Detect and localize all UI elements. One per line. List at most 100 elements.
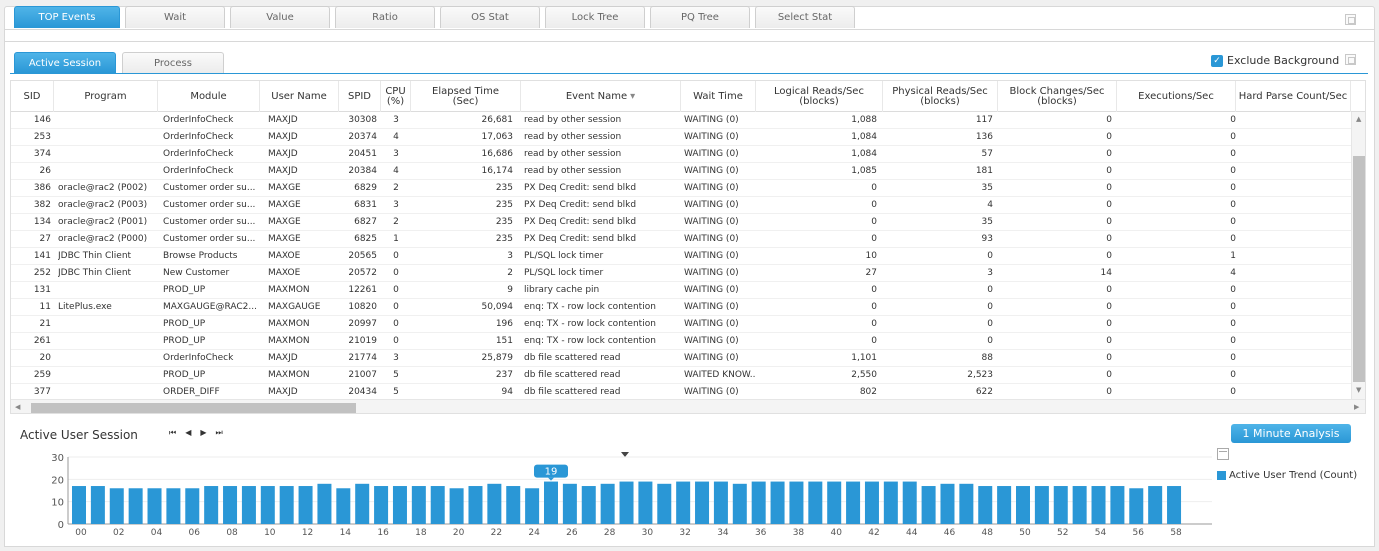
table-row[interactable]: 261 PROD_UP MAXMON 21019 0 151 enq: TX - row l… [11, 333, 1351, 350]
chart-bar[interactable] [751, 481, 766, 524]
table-row[interactable]: 11 LitePlus.exe MAXGAUGE@RAC2... MAXGAUGE 10… [11, 299, 1351, 316]
chart-bar[interactable] [487, 483, 502, 524]
chart-bar[interactable] [940, 483, 955, 524]
chart-bar[interactable] [374, 486, 389, 524]
tab-value[interactable]: Value [230, 6, 330, 28]
chart-bar[interactable] [72, 486, 86, 524]
scroll-right-icon[interactable]: ▶ [1354, 403, 1360, 411]
table-row[interactable]: 21 PROD_UP MAXMON 20997 0 196 enq: TX - row lo… [11, 316, 1351, 333]
chart-bar[interactable] [525, 488, 540, 524]
col-header-program[interactable]: Program [54, 81, 158, 112]
col-header-executions[interactable]: Executions/Sec [1117, 81, 1236, 112]
exclude-background-checkbox[interactable]: ✓ Exclude Background [1211, 54, 1339, 67]
tab-lock-tree[interactable]: Lock Tree [545, 6, 645, 28]
chart-bar[interactable] [1053, 486, 1068, 524]
horizontal-scroll-thumb[interactable] [31, 403, 356, 413]
chart-bar[interactable] [921, 486, 936, 524]
chart-bar[interactable] [1167, 486, 1182, 524]
chart-bar[interactable] [1110, 486, 1125, 524]
chart-bar[interactable] [185, 488, 200, 524]
chart-bar[interactable] [732, 483, 747, 524]
panel-maximize-icon[interactable] [1345, 54, 1356, 65]
table-row[interactable]: 131 PROD_UP MAXMON 12261 0 9 library cache pin… [11, 282, 1351, 299]
chart-bar[interactable] [317, 483, 332, 524]
chart-bar[interactable] [506, 486, 521, 524]
table-row[interactable]: 386 oracle@rac2 (P002) Customer order su..… [11, 180, 1351, 197]
chart-bar[interactable] [657, 483, 672, 524]
chart-bar[interactable] [676, 481, 691, 524]
chart-bar[interactable] [695, 481, 710, 524]
col-header-physical-reads[interactable]: Physical Reads/Sec (blocks) [883, 81, 998, 112]
chart-bar[interactable] [883, 481, 898, 524]
calendar-icon[interactable] [1217, 448, 1229, 460]
tab-top-events[interactable]: TOP Events [14, 6, 120, 28]
chart-bar[interactable] [619, 481, 634, 524]
prev-page-icon[interactable]: ◀ [185, 428, 192, 437]
chart-bar[interactable] [355, 483, 370, 524]
first-page-icon[interactable]: ⏮ [169, 428, 177, 437]
table-row[interactable]: 141 JDBC Thin Client Browse Products MAXOE 2… [11, 248, 1351, 265]
chart-bar[interactable] [223, 486, 238, 524]
table-row[interactable]: 26 OrderInfoCheck MAXJD 20384 4 16,174 read by… [11, 163, 1351, 180]
chart-bar[interactable] [713, 481, 728, 524]
col-header-cpu[interactable]: CPU (%) [381, 81, 411, 112]
table-row[interactable]: 382 oracle@rac2 (P003) Customer order su..… [11, 197, 1351, 214]
chart-bar[interactable] [1016, 486, 1030, 524]
chart-bar[interactable] [581, 486, 596, 524]
maximize-icon[interactable] [1345, 14, 1356, 25]
tab-wait[interactable]: Wait [125, 6, 225, 28]
col-header-spid[interactable]: SPID [339, 81, 381, 112]
chart-bar[interactable] [997, 486, 1012, 524]
scroll-left-icon[interactable]: ◀ [15, 403, 21, 411]
table-row[interactable]: 27 oracle@rac2 (P000) Customer order su...… [11, 231, 1351, 248]
chart-bar[interactable] [411, 486, 426, 524]
chart-bar[interactable] [430, 486, 445, 524]
subtab-active-session[interactable]: Active Session [14, 52, 116, 73]
table-row[interactable]: 253 OrderInfoCheck MAXJD 20374 4 17,063 read b… [11, 129, 1351, 146]
table-row[interactable]: 134 oracle@rac2 (P001) Customer order su..… [11, 214, 1351, 231]
chart-bar[interactable] [562, 483, 577, 524]
chart-bar[interactable] [109, 488, 124, 524]
col-header-elapsed-time[interactable]: Elapsed Time (Sec) [411, 81, 521, 112]
col-header-sid[interactable]: SID [11, 81, 54, 112]
chart-bar[interactable] [147, 488, 162, 524]
chart-bar[interactable] [1091, 486, 1106, 524]
chart-bar[interactable] [241, 486, 256, 524]
tab-select-stat[interactable]: Select Stat [755, 6, 855, 28]
vertical-scrollbar[interactable]: ▲ ▼ [1351, 112, 1365, 399]
chart-bar[interactable] [600, 483, 615, 524]
chart-bar[interactable] [128, 488, 143, 524]
one-minute-analysis-button[interactable]: 1 Minute Analysis [1231, 424, 1351, 443]
chart-bar[interactable] [336, 488, 351, 524]
table-row[interactable]: 374 OrderInfoCheck MAXJD 20451 3 16,686 read b… [11, 146, 1351, 163]
tab-pq-tree[interactable]: PQ Tree [650, 6, 750, 28]
table-row[interactable]: 259 PROD_UP MAXMON 21007 5 237 db file scatter… [11, 367, 1351, 384]
time-marker-icon[interactable] [621, 452, 629, 457]
chart-bar[interactable] [827, 481, 842, 524]
table-row[interactable]: 252 JDBC Thin Client New Customer MAXOE 2057… [11, 265, 1351, 282]
chart-bar[interactable] [1034, 486, 1049, 524]
col-header-wait-time[interactable]: Wait Time [681, 81, 756, 112]
col-header-event-name[interactable]: Event Name ▾ [521, 81, 681, 112]
chart-bar[interactable] [864, 481, 879, 524]
horizontal-scrollbar[interactable]: ◀ ▶ [11, 399, 1365, 413]
tab-ratio[interactable]: Ratio [335, 6, 435, 28]
col-header-user-name[interactable]: User Name [260, 81, 339, 112]
chart-bar[interactable] [468, 486, 483, 524]
chart-bar[interactable] [770, 481, 785, 524]
vertical-scroll-thumb[interactable] [1353, 156, 1365, 382]
last-page-icon[interactable]: ⏭ [215, 428, 223, 437]
chart-bar[interactable] [846, 481, 861, 524]
chart-bar[interactable] [279, 486, 294, 524]
table-row[interactable]: 20 OrderInfoCheck MAXJD 21774 3 25,879 db file… [11, 350, 1351, 367]
col-header-hard-parse-count[interactable]: Hard Parse Count/Sec [1236, 81, 1351, 112]
chart-bar[interactable] [1148, 486, 1163, 524]
chart-bar[interactable] [1072, 486, 1087, 524]
col-header-logical-reads[interactable]: Logical Reads/Sec (blocks) [756, 81, 883, 112]
tab-os-stat[interactable]: OS Stat [440, 6, 540, 28]
chart-bar[interactable] [298, 486, 313, 524]
chart-bar[interactable] [959, 483, 974, 524]
col-header-block-changes[interactable]: Block Changes/Sec (blocks) [998, 81, 1117, 112]
subtab-process[interactable]: Process [122, 52, 224, 73]
chart-bar[interactable] [260, 486, 275, 524]
